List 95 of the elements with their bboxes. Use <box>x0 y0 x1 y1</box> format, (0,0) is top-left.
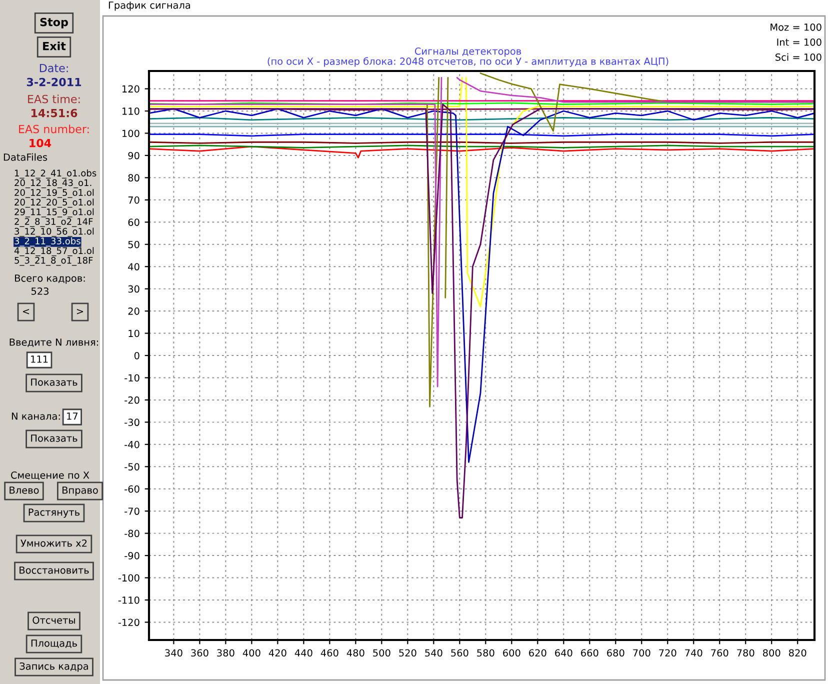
y-tick-label: 10 <box>128 330 140 338</box>
y-tick-label: 70 <box>128 196 140 204</box>
text: 3_2_11_33.obs <box>14 237 80 246</box>
text: 20_12_20_5_o1.ol <box>14 198 94 208</box>
x-tick-label: 380 <box>217 649 234 657</box>
text: Растянуть <box>28 508 80 518</box>
text: Запись кадра <box>20 662 88 672</box>
text: Exit <box>43 42 66 50</box>
y-tick-label: 60 <box>128 218 140 226</box>
y-tick-label: 40 <box>128 263 140 270</box>
text: 2_2_8_31_o2_14F <box>14 218 93 227</box>
text: Восстановить <box>20 566 89 574</box>
y-tick-label: 100 <box>122 130 140 138</box>
y-tick-label: 90 <box>128 152 140 160</box>
text: 20_12_18_43_o1. <box>14 179 92 188</box>
y-tick-label: -80 <box>124 530 140 538</box>
y-tick-label: -110 <box>118 596 140 604</box>
x-tick-label: 660 <box>581 649 598 657</box>
text: 14:51:6 <box>31 108 78 118</box>
x-tick-label: 520 <box>399 649 416 657</box>
x-tick-label: 600 <box>503 649 520 657</box>
text: Введите N ливня: <box>10 338 98 348</box>
text: Всего кадров: <box>15 274 85 284</box>
text: Умножить x2 <box>20 539 87 547</box>
y-tick-label: 50 <box>128 240 140 248</box>
x-tick-label: 620 <box>529 649 546 657</box>
text: 4_12_18_57_o1.ol <box>14 247 94 256</box>
text: Показать <box>31 434 78 442</box>
text: EAS number: <box>19 124 89 134</box>
x-tick-label: 400 <box>242 649 260 657</box>
text: 111 <box>31 356 48 363</box>
text: 104 <box>30 138 52 148</box>
chart-title: Сигналы детекторов <box>414 47 522 57</box>
text: Sci = 100 <box>776 53 822 61</box>
x-tick-label: 500 <box>373 649 390 657</box>
x-tick-label: 560 <box>451 649 468 657</box>
text: Int = 100 <box>777 38 822 46</box>
x-tick-label: 480 <box>346 649 364 657</box>
text: 20_12_19_5_o1.ol <box>14 188 94 198</box>
y-tick-label: 20 <box>128 308 140 315</box>
y-tick-label: -120 <box>118 618 140 626</box>
x-tick-label: 680 <box>607 649 624 657</box>
y-tick-label: -10 <box>124 374 140 382</box>
y-tick-label: -20 <box>124 396 140 404</box>
y-tick-label: -40 <box>124 440 140 448</box>
y-tick-label: 30 <box>128 285 140 293</box>
x-tick-label: 780 <box>737 649 754 657</box>
text: Moz = 100 <box>770 23 822 31</box>
text: 3-2-2011 <box>26 78 82 86</box>
text: DataFiles <box>4 153 48 161</box>
text: 3_12_10_56_o1.ol <box>14 228 94 237</box>
y-tick-label: 0 <box>134 352 140 360</box>
text: EAS time: <box>28 94 80 104</box>
text: Влево <box>10 486 39 494</box>
y-tick-label: 110 <box>122 107 140 115</box>
x-tick-label: 460 <box>320 649 338 657</box>
text: 5_3_21_8_o1_18F <box>14 256 93 266</box>
text: Смещение по X <box>11 471 90 480</box>
text: N канала: <box>12 412 60 420</box>
text: 17 <box>67 412 78 420</box>
y-tick-label: -90 <box>124 552 140 560</box>
line-series <box>149 146 814 158</box>
x-tick-label: 820 <box>788 649 806 657</box>
text: < <box>22 309 30 314</box>
chart-subtitle: (по оси X - размер блока: 2048 отсчетов, по оси У - амплитуда в квантах АЦП) <box>268 57 668 67</box>
y-tick-label: -60 <box>124 485 140 493</box>
text: Stop <box>40 18 68 28</box>
y-tick-label: -100 <box>118 574 140 582</box>
text: Отсчеты <box>32 616 75 624</box>
x-tick-label: 720 <box>659 649 676 657</box>
text: 29_11_15_9_o1.ol <box>14 208 94 218</box>
x-tick-label: 640 <box>555 649 572 657</box>
text: Date: <box>40 64 68 72</box>
text: График сигнала <box>108 2 190 11</box>
x-tick-label: 740 <box>685 649 702 657</box>
text: Площадь <box>31 640 77 648</box>
x-tick-label: 360 <box>191 649 208 657</box>
y-tick-label: 80 <box>128 174 140 182</box>
text: Вправо <box>62 486 98 496</box>
text: Показать <box>31 378 78 386</box>
y-tick-label: -30 <box>124 418 140 426</box>
x-tick-label: 420 <box>268 649 286 657</box>
y-tick-label: 120 <box>122 85 140 93</box>
text: 1_12_2_41_o1.obs <box>14 170 96 178</box>
y-tick-label: -70 <box>124 508 140 515</box>
x-tick-label: 440 <box>294 649 312 657</box>
y-tick-label: -50 <box>124 463 140 470</box>
x-tick-label: 760 <box>711 649 728 657</box>
text: 523 <box>31 287 48 295</box>
x-tick-label: 800 <box>762 649 780 657</box>
x-tick-label: 340 <box>165 649 182 657</box>
text: > <box>76 309 84 314</box>
x-tick-label: 540 <box>425 649 442 657</box>
x-tick-label: 580 <box>477 649 494 657</box>
x-tick-label: 700 <box>633 649 650 657</box>
